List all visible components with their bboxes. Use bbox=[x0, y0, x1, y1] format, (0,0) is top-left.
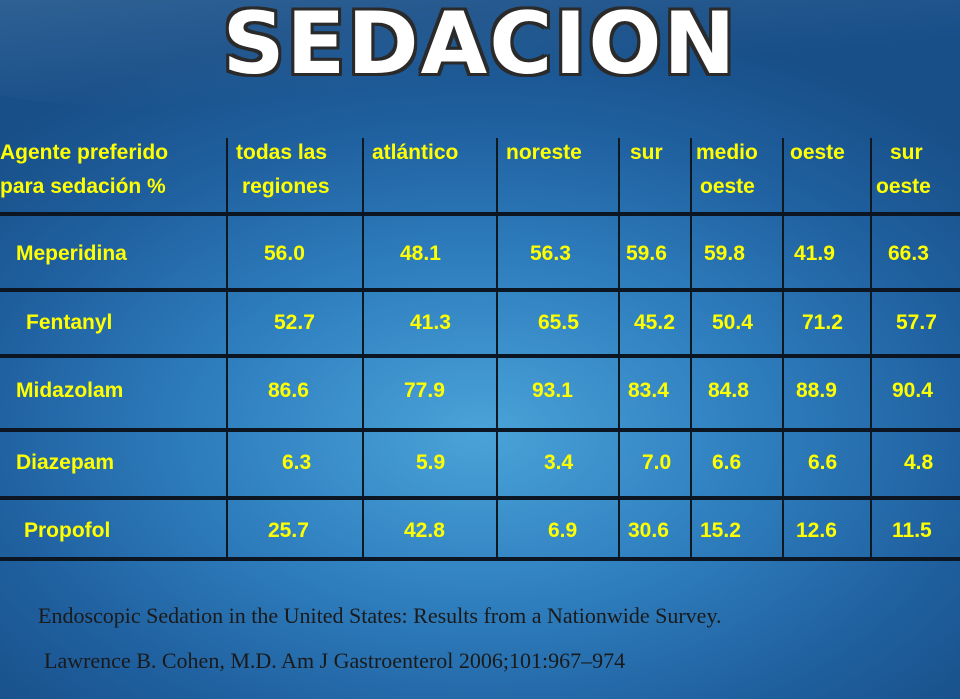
header-line: medio bbox=[696, 141, 758, 164]
column-divider bbox=[226, 138, 228, 560]
value-cell: 48.1 bbox=[400, 242, 441, 265]
value-cell: 84.8 bbox=[708, 379, 749, 402]
header-northeast: noreste bbox=[506, 136, 582, 170]
column-divider bbox=[496, 138, 498, 560]
value-cell: 90.4 bbox=[892, 379, 933, 402]
table-row: Meperidina 56.0 48.1 56.3 59.6 59.8 41.9… bbox=[0, 221, 960, 287]
header-line: atlántico bbox=[372, 141, 459, 164]
table-row: Diazepam 6.3 5.9 3.4 7.0 6.6 6.6 4.8 bbox=[0, 430, 960, 496]
value-cell: 41.9 bbox=[794, 242, 835, 265]
row-divider bbox=[0, 212, 960, 216]
value-cell: 42.8 bbox=[404, 519, 445, 542]
header-agent: Agente preferido para sedación % bbox=[0, 136, 168, 204]
column-divider bbox=[690, 138, 692, 560]
value-cell: 71.2 bbox=[802, 311, 843, 334]
value-cell: 45.2 bbox=[634, 311, 675, 334]
column-divider bbox=[618, 138, 620, 560]
value-cell: 56.3 bbox=[530, 242, 571, 265]
slide-title: SEDACION bbox=[222, 0, 738, 94]
value-cell: 3.4 bbox=[544, 451, 574, 474]
value-cell: 41.3 bbox=[410, 311, 451, 334]
header-line: oeste bbox=[876, 175, 931, 198]
value-cell: 7.0 bbox=[642, 451, 672, 474]
table-row: Midazolam 86.6 77.9 93.1 83.4 84.8 88.9 … bbox=[0, 358, 960, 424]
row-divider bbox=[0, 557, 960, 561]
header-line: regiones bbox=[242, 175, 330, 198]
row-divider bbox=[0, 288, 960, 292]
value-cell: 77.9 bbox=[404, 379, 445, 402]
header-all-regions: todas las regiones bbox=[236, 136, 330, 204]
row-divider bbox=[0, 428, 960, 432]
value-cell: 6.9 bbox=[548, 519, 578, 542]
header-line: sur bbox=[890, 141, 923, 164]
column-divider bbox=[870, 138, 872, 560]
value-cell: 15.2 bbox=[700, 519, 741, 542]
column-divider bbox=[362, 138, 364, 560]
value-cell: 86.6 bbox=[268, 379, 309, 402]
value-cell: 6.3 bbox=[282, 451, 312, 474]
value-cell: 30.6 bbox=[628, 519, 669, 542]
value-cell: 83.4 bbox=[628, 379, 669, 402]
value-cell: 25.7 bbox=[268, 519, 309, 542]
value-cell: 93.1 bbox=[532, 379, 573, 402]
agent-name: Midazolam bbox=[16, 379, 124, 402]
header-line: para sedación % bbox=[0, 175, 166, 198]
value-cell: 6.6 bbox=[712, 451, 742, 474]
header-line: sur bbox=[630, 141, 663, 164]
header-atlantic: atlántico bbox=[372, 136, 458, 170]
value-cell: 88.9 bbox=[796, 379, 837, 402]
header-line: noreste bbox=[506, 141, 582, 164]
value-cell: 6.6 bbox=[808, 451, 838, 474]
value-cell: 52.7 bbox=[274, 311, 315, 334]
value-cell: 5.9 bbox=[416, 451, 446, 474]
value-cell: 66.3 bbox=[888, 242, 929, 265]
citation-author: Lawrence B. Cohen, M.D. Am J Gastroenter… bbox=[44, 648, 626, 673]
value-cell: 59.8 bbox=[704, 242, 745, 265]
value-cell: 59.6 bbox=[626, 242, 667, 265]
table-row: Propofol 25.7 42.8 6.9 30.6 15.2 12.6 11… bbox=[0, 498, 960, 564]
header-line: oeste bbox=[700, 175, 755, 198]
value-cell: 57.7 bbox=[896, 311, 937, 334]
header-southwest: sur oeste bbox=[876, 136, 931, 204]
value-cell: 11.5 bbox=[892, 519, 932, 542]
row-divider bbox=[0, 354, 960, 358]
table-row: Fentanyl 52.7 41.3 65.5 45.2 50.4 71.2 5… bbox=[0, 290, 960, 356]
agent-name: Meperidina bbox=[16, 242, 127, 265]
header-line: oeste bbox=[790, 141, 845, 164]
agent-name: Propofol bbox=[24, 519, 111, 542]
row-divider bbox=[0, 496, 960, 500]
header-west: oeste bbox=[790, 136, 845, 170]
header-midwest: medio oeste bbox=[696, 136, 758, 204]
agent-name: Fentanyl bbox=[26, 311, 113, 334]
value-cell: 4.8 bbox=[904, 451, 934, 474]
value-cell: 65.5 bbox=[538, 311, 579, 334]
column-divider bbox=[782, 138, 784, 560]
value-cell: 12.6 bbox=[796, 519, 837, 542]
agent-name: Diazepam bbox=[16, 451, 115, 474]
header-line: todas las bbox=[236, 141, 328, 164]
header-south: sur bbox=[630, 136, 663, 170]
value-cell: 50.4 bbox=[712, 311, 753, 334]
citation-title: Endoscopic Sedation in the United States… bbox=[38, 603, 722, 628]
header-line: Agente preferido bbox=[0, 141, 169, 164]
value-cell: 56.0 bbox=[264, 242, 305, 265]
background-swoosh bbox=[0, 0, 960, 120]
